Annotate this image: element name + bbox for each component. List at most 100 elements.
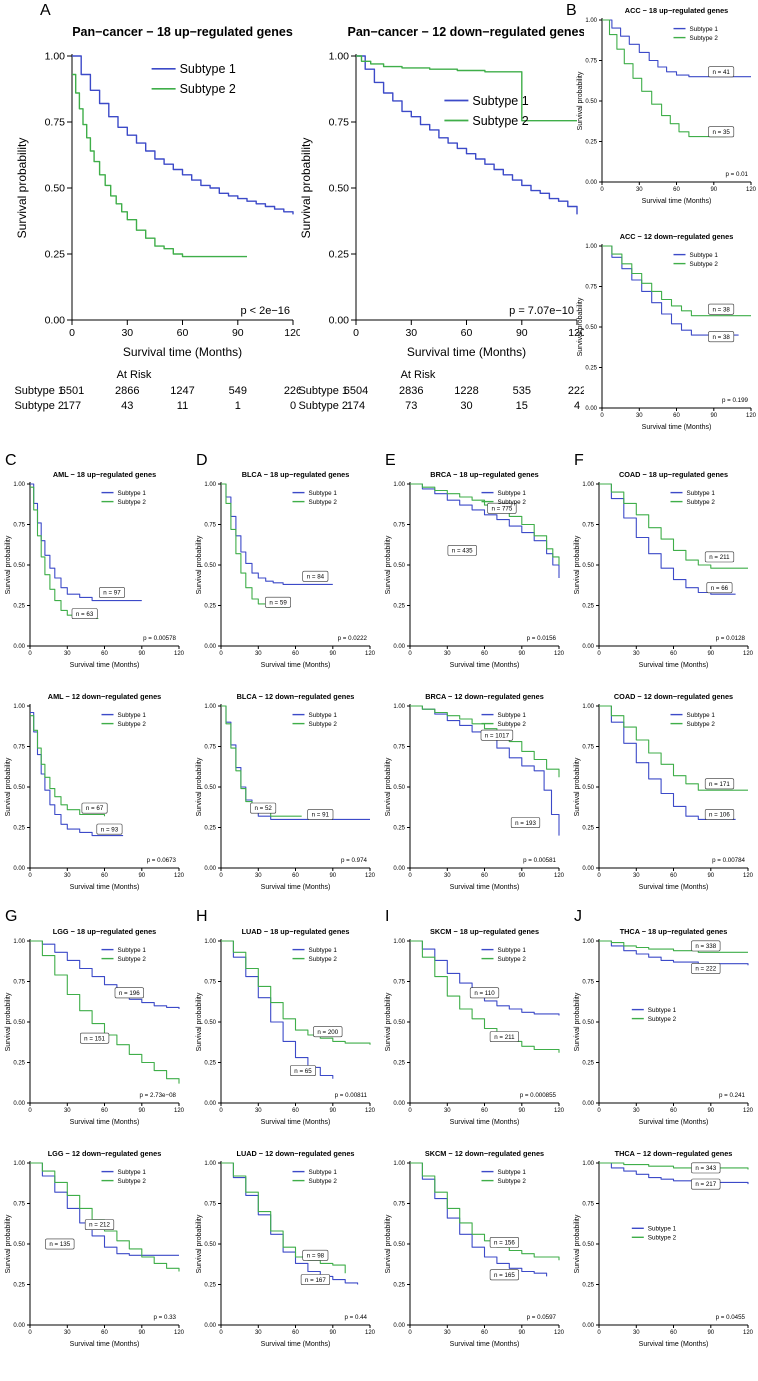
y-tick-label: 0.75 <box>582 745 594 751</box>
y-axis-label: Survival probability <box>196 1214 203 1273</box>
km-svg: COAD − 18 up−regulated genes 0 30 60 90 120 0.… <box>574 470 754 669</box>
x-tick-label: 120 <box>365 651 376 657</box>
y-tick-label: 1.00 <box>13 704 25 710</box>
x-tick-label: 60 <box>481 1108 488 1114</box>
n-label: n = 217 <box>691 1178 721 1190</box>
y-tick-label: 0.00 <box>582 866 594 872</box>
y-tick-label: 0.25 <box>393 1283 405 1289</box>
x-tick-label: 30 <box>405 327 417 339</box>
legend-label-subtype2: Subtype 2 <box>472 114 528 128</box>
n-label: n = 67 <box>81 802 108 814</box>
km-svg: SKCM − 12 down−regulated genes 0 30 60 90 120… <box>385 1149 565 1348</box>
y-tick-label: 0.00 <box>393 866 405 872</box>
svg-text:n = 196: n = 196 <box>119 990 140 997</box>
legend-label-subtype1: Subtype 1 <box>118 947 147 954</box>
legend-label-subtype2: Subtype 2 <box>118 956 147 963</box>
svg-text:n = 222: n = 222 <box>695 966 716 973</box>
svg-text:n = 211: n = 211 <box>494 1034 515 1041</box>
p-value: p = 0.199 <box>722 397 749 404</box>
legend-label-subtype2: Subtype 2 <box>498 1178 527 1185</box>
km-curve-subtype2 <box>602 245 751 317</box>
p-value: p = 0.00578 <box>143 635 176 642</box>
km-curve-subtype2 <box>221 1162 346 1274</box>
chart-title: AML − 12 down−regulated genes <box>48 692 161 701</box>
svg-text:n = 435: n = 435 <box>452 548 473 555</box>
chart-title: THCA − 12 down−regulated genes <box>615 1149 733 1158</box>
n-label: n = 193 <box>510 817 541 828</box>
at-risk-value: 30 <box>460 400 472 412</box>
x-tick-label: 30 <box>255 1330 262 1336</box>
x-axis-label: Survival time (Months) <box>450 884 520 891</box>
svg-text:n = 41: n = 41 <box>713 69 731 76</box>
svg-text:n = 156: n = 156 <box>494 1240 515 1247</box>
y-axis-label: Survival probability <box>385 535 392 594</box>
p-value: p = 0.01 <box>725 171 748 178</box>
km-curve-subtype1 <box>30 940 180 1009</box>
n-label: n = 59 <box>265 596 292 608</box>
svg-text:n = 63: n = 63 <box>76 611 94 618</box>
legend-label-subtype2: Subtype 2 <box>690 261 719 268</box>
km-plot-thca-down: THCA − 12 down−regulated genes 0 30 60 90 120… <box>572 1147 754 1367</box>
x-tick-label: 60 <box>670 1330 677 1336</box>
x-tick-label: 0 <box>219 873 223 879</box>
at-risk-value: 535 <box>513 385 531 397</box>
n-label: n = 1017 <box>480 729 514 741</box>
km-curve-subtype1 <box>410 483 560 578</box>
at-risk-value: 222 <box>568 385 584 397</box>
km-curve-subtype2 <box>221 940 371 1045</box>
y-axis-label: Survival probability <box>385 1214 392 1273</box>
x-tick-label: 60 <box>673 413 680 419</box>
y-tick-label: 0.50 <box>13 1242 25 1248</box>
y-tick-label: 0.50 <box>204 1020 216 1026</box>
x-axis-label: Survival time (Months) <box>261 1119 331 1126</box>
svg-text:n = 343: n = 343 <box>695 1165 716 1172</box>
x-tick-label: 60 <box>670 873 677 879</box>
panel-label-e: E <box>385 452 396 469</box>
svg-text:n = 135: n = 135 <box>49 1241 70 1248</box>
at-risk-value: 15 <box>516 400 528 412</box>
svg-text:n = 98: n = 98 <box>307 1253 325 1260</box>
x-tick-label: 90 <box>707 651 714 657</box>
at-risk-value: 549 <box>229 385 247 397</box>
y-tick-label: 0.75 <box>393 980 405 986</box>
y-tick-label: 0.50 <box>582 785 594 791</box>
svg-text:n = 338: n = 338 <box>695 943 716 950</box>
km-svg: THCA − 12 down−regulated genes 0 30 60 90 120… <box>574 1149 754 1348</box>
y-tick-label: 0.25 <box>582 604 594 610</box>
legend-label-subtype2: Subtype 2 <box>309 956 338 963</box>
km-svg: SKCM − 18 up−regulated genes 0 30 60 90 120 0.… <box>385 927 565 1126</box>
chart-title: COAD − 12 down−regulated genes <box>614 692 733 701</box>
x-tick-label: 30 <box>633 1330 640 1336</box>
km-plot-luad-down: LUAD − 12 down−regulated genes 0 30 60 90 120… <box>194 1147 376 1367</box>
y-tick-label: 0.25 <box>204 604 216 610</box>
km-plot-aml-down: AML − 12 down−regulated genes 0 30 60 90 120 0… <box>3 690 185 910</box>
svg-text:n = 110: n = 110 <box>474 990 495 997</box>
at-risk-row-label: Subtype 2 <box>14 400 64 412</box>
km-curve-subtype2 <box>410 940 560 1053</box>
x-axis-label: Survival time (Months) <box>450 662 520 669</box>
x-tick-label: 120 <box>365 1330 376 1336</box>
n-label: n = 106 <box>704 809 735 820</box>
panel-label-j: J <box>574 908 582 925</box>
km-curve-subtype2 <box>30 940 180 1084</box>
km-svg: BLCA − 12 down−regulated genes 0 30 60 90 120… <box>196 692 376 891</box>
x-axis-label: Survival time (Months) <box>123 345 242 359</box>
km-curve-subtype2 <box>599 1162 749 1170</box>
svg-text:n = 59: n = 59 <box>269 599 287 606</box>
x-axis-label: Survival time (Months) <box>70 1119 140 1126</box>
y-axis-label: Survival probability <box>196 535 203 594</box>
x-tick-label: 90 <box>707 873 714 879</box>
panel-label-c: C <box>5 452 17 469</box>
x-tick-label: 90 <box>518 1330 525 1336</box>
x-tick-label: 90 <box>138 1330 145 1336</box>
y-axis-label: Survival probability <box>196 992 203 1051</box>
x-tick-label: 120 <box>365 1108 376 1114</box>
n-label: n = 156 <box>489 1237 519 1248</box>
y-tick-label: 0.25 <box>329 249 350 261</box>
y-tick-label: 0.50 <box>204 1242 216 1248</box>
p-value: p = 0.00811 <box>335 1092 368 1099</box>
x-tick-label: 30 <box>633 1108 640 1114</box>
n-label: n = 93 <box>96 823 123 835</box>
y-axis-label: Survival probability <box>385 757 392 816</box>
p-value: p = 0.44 <box>344 1314 367 1321</box>
